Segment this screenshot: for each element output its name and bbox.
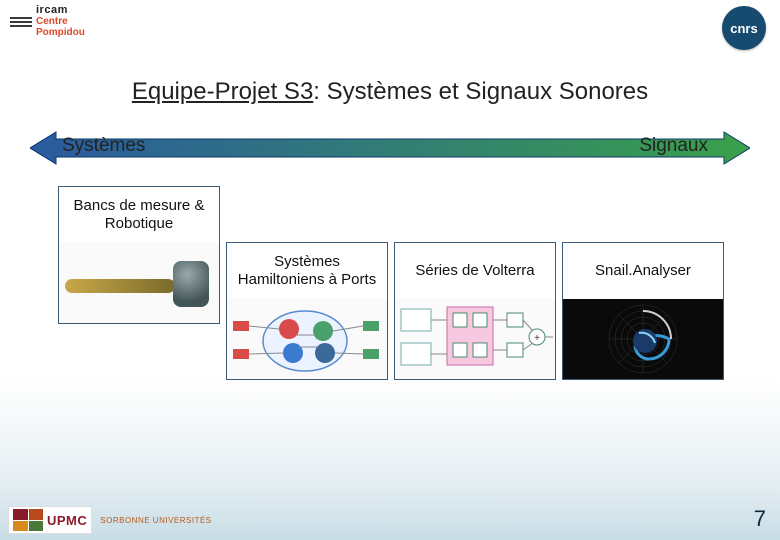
topic-thumb-hamilton	[227, 299, 387, 379]
title-underlined: Equipe-Projet S3	[132, 78, 313, 105]
upmc-text: UPMC	[47, 513, 87, 528]
topic-label: Séries de Volterra	[395, 243, 555, 299]
cnrs-label: cnrs	[730, 21, 757, 36]
title-rest: : Systèmes et Signaux Sonores	[313, 78, 648, 105]
ircam-logo: ircam Centre Pompidou	[10, 4, 85, 38]
footer-upmc-logo: UPMC SORBONNE UNIVERSITÉS	[8, 506, 212, 534]
cnrs-logo: cnrs	[722, 6, 766, 50]
arrow-label-right: Signaux	[639, 135, 708, 157]
topic-thumb-volterra: +	[395, 299, 555, 379]
topic-label: Bancs de mesure & Robotique	[59, 187, 219, 243]
ircam-line2: Centre	[36, 16, 85, 27]
topic-thumb-snail	[563, 299, 723, 379]
topic-thumb-robot	[59, 243, 219, 323]
topic-bancs-mesure: Bancs de mesure & Robotique	[58, 186, 220, 324]
topic-hamiltonien: Systèmes Hamiltoniens à Ports	[226, 242, 388, 380]
ircam-line1: ircam	[36, 4, 85, 16]
upmc-squares-icon	[13, 509, 43, 531]
svg-text:+: +	[534, 333, 540, 344]
upmc-block: UPMC	[8, 506, 92, 534]
topic-volterra: Séries de Volterra +	[394, 242, 556, 380]
ircam-line3: Pompidou	[36, 27, 85, 38]
ircam-bars-icon	[10, 4, 32, 32]
sorbonne-text: SORBONNE UNIVERSITÉS	[98, 516, 211, 525]
slide-title: Equipe-Projet S3: Systèmes et Signaux So…	[0, 78, 780, 106]
topic-label: Systèmes Hamiltoniens à Ports	[227, 243, 387, 299]
topics-row: Bancs de mesure & Robotique Systèmes Ham…	[58, 186, 740, 380]
topic-label: Snail.Analyser	[563, 243, 723, 299]
topic-snail: Snail.Analyser	[562, 242, 724, 380]
arrow-label-left: Systèmes	[62, 135, 145, 157]
page-number: 7	[754, 506, 766, 532]
ircam-text: ircam Centre Pompidou	[36, 4, 85, 38]
